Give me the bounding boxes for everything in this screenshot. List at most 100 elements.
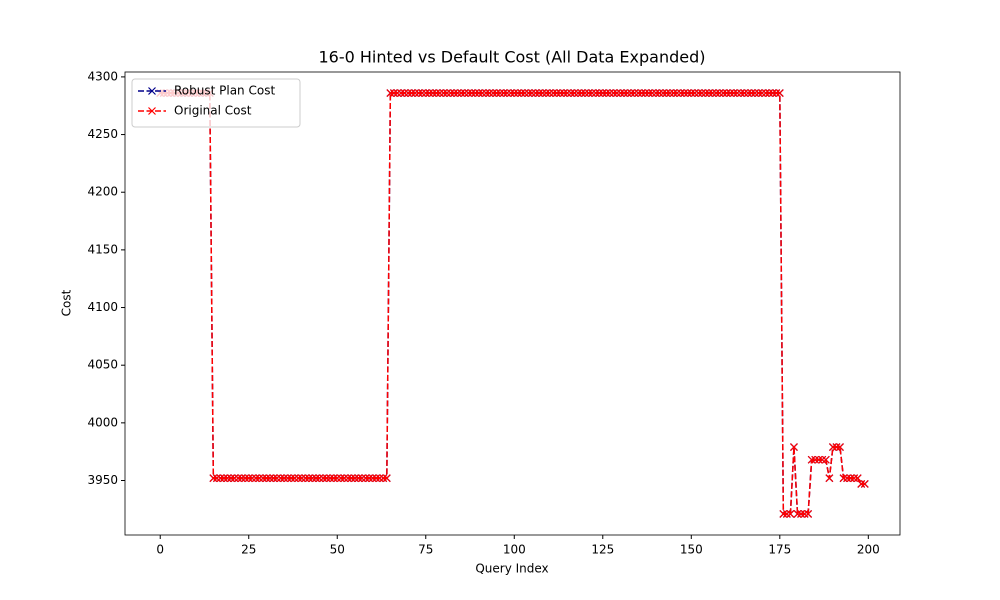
marker: [821, 455, 830, 464]
marker: [797, 510, 805, 518]
marker: [535, 89, 543, 97]
marker: [266, 474, 274, 483]
marker: [329, 474, 338, 483]
marker: [216, 474, 225, 483]
marker: [701, 89, 710, 97]
legend-label: Original Cost: [174, 104, 252, 118]
marker: [659, 89, 667, 97]
x-tick-label: 75: [418, 543, 433, 557]
marker: [301, 474, 310, 483]
x-tick-label: 125: [591, 543, 614, 557]
marker: [319, 474, 328, 483]
x-tick-label: 200: [857, 543, 880, 557]
marker: [807, 455, 816, 464]
marker: [722, 89, 731, 97]
marker: [439, 89, 448, 97]
marker: [248, 474, 257, 483]
marker: [499, 89, 508, 97]
marker: [559, 89, 568, 97]
marker: [790, 443, 798, 451]
y-tick-label: 4200: [87, 185, 118, 199]
marker: [358, 474, 366, 483]
marker: [747, 89, 756, 97]
marker: [230, 474, 239, 483]
marker: [655, 89, 664, 97]
marker: [280, 474, 289, 483]
marker: [616, 89, 625, 97]
marker: [283, 474, 292, 483]
marker: [697, 89, 706, 97]
marker: [287, 474, 296, 483]
y-tick-label: 3950: [87, 473, 118, 487]
marker: [425, 89, 434, 97]
marker: [510, 89, 519, 97]
marker: [627, 89, 636, 97]
marker: [524, 89, 533, 97]
marker: [209, 474, 218, 483]
marker: [343, 474, 352, 483]
marker: [598, 89, 607, 97]
marker: [726, 89, 735, 97]
marker: [520, 89, 529, 97]
marker: [669, 89, 678, 97]
marker: [432, 89, 441, 97]
marker: [719, 89, 728, 97]
marker: [860, 480, 869, 488]
marker: [733, 89, 742, 97]
marker: [715, 89, 724, 97]
marker: [492, 89, 501, 97]
marker: [258, 474, 267, 483]
marker: [262, 474, 271, 483]
marker: [446, 89, 455, 97]
marker: [273, 474, 281, 483]
marker: [846, 474, 855, 483]
marker: [761, 89, 770, 97]
marker: [212, 474, 221, 483]
marker: [372, 474, 381, 483]
y-tick-label: 4000: [87, 415, 118, 429]
y-tick-label: 4050: [87, 358, 118, 372]
marker: [853, 474, 862, 483]
marker: [556, 89, 565, 97]
marker: [595, 89, 604, 97]
marker: [365, 474, 374, 483]
marker: [294, 474, 303, 483]
marker: [528, 89, 536, 97]
marker: [694, 89, 703, 97]
marker: [389, 89, 398, 97]
marker: [680, 89, 689, 97]
marker: [361, 474, 370, 483]
marker: [775, 89, 784, 97]
marker: [651, 89, 660, 97]
marker: [354, 474, 363, 483]
marker: [485, 89, 494, 97]
marker: [290, 474, 299, 483]
marker: [641, 89, 650, 97]
marker: [613, 89, 621, 97]
marker: [297, 474, 306, 483]
marker: [839, 474, 848, 483]
marker: [832, 443, 841, 451]
x-tick-label: 25: [241, 543, 256, 557]
marker: [563, 89, 572, 97]
marker: [326, 474, 335, 483]
marker: [531, 89, 540, 97]
marker: [843, 474, 851, 483]
plot-frame: [124, 71, 901, 536]
marker: [269, 474, 278, 483]
marker: [315, 474, 324, 483]
marker: [251, 474, 260, 483]
marker: [772, 89, 781, 97]
legend: Robust Plan Cost Original Cost: [131, 78, 301, 128]
marker: [506, 89, 515, 97]
y-tick-label: 4100: [87, 300, 118, 314]
marker: [549, 89, 558, 97]
marker: [312, 474, 320, 483]
marker: [333, 474, 342, 483]
marker: [765, 89, 774, 97]
y-tick-label: 4150: [87, 242, 118, 256]
marker: [857, 480, 866, 488]
marker: [602, 89, 611, 97]
marker: [503, 89, 512, 97]
